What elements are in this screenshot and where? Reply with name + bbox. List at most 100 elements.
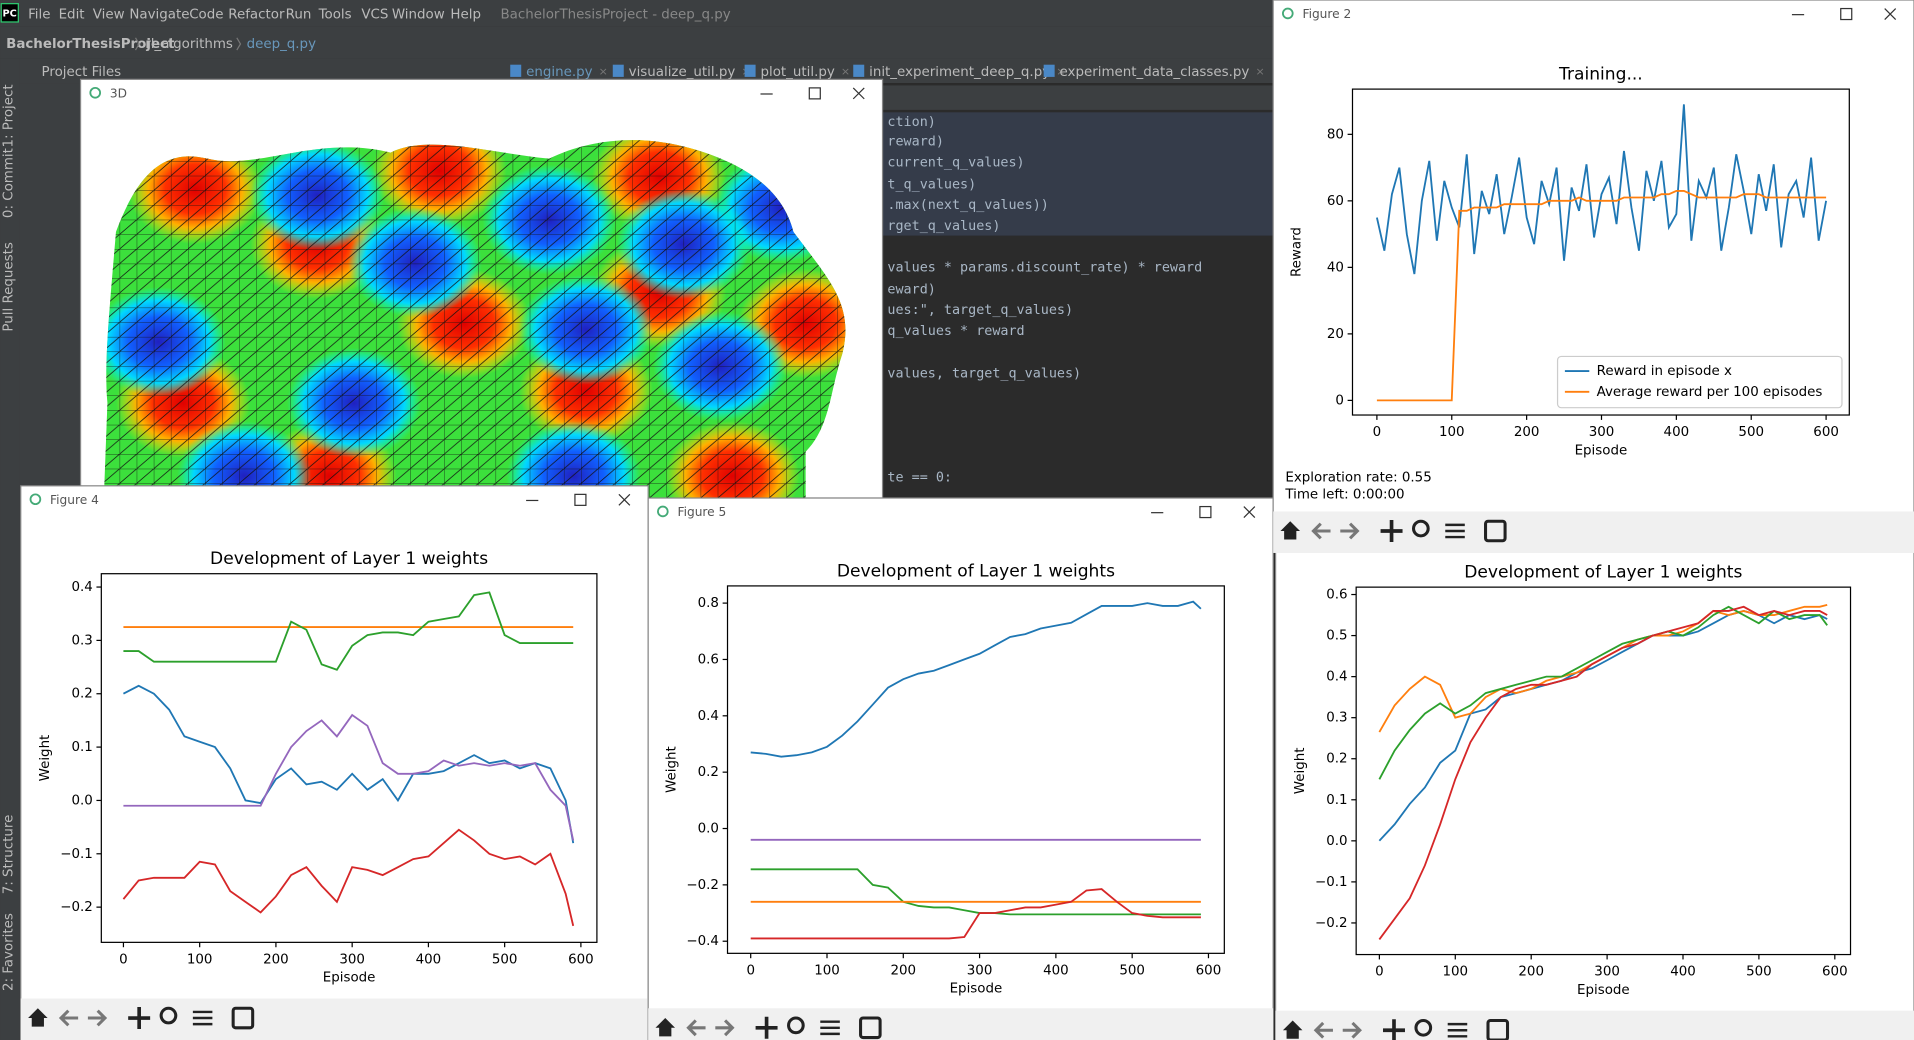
y-tick-label: 0.4 [1326, 670, 1347, 685]
tab-icon [744, 64, 756, 77]
pan-button[interactable] [755, 1016, 778, 1039]
menu-item[interactable]: Edit [59, 8, 85, 23]
forward-button[interactable] [715, 1019, 735, 1037]
back-button[interactable] [1311, 522, 1331, 540]
back-button[interactable] [686, 1019, 706, 1037]
ide-texts: File Edit View Navigate Code Refactor Run Tools… [2, 8, 1265, 991]
side-tab[interactable]: 0: Commit [2, 148, 17, 218]
close[interactable] [618, 493, 631, 506]
window-3d: 3D [79, 78, 884, 501]
home-button[interactable] [28, 1008, 48, 1027]
code-line: reward) [887, 135, 944, 150]
maximize[interactable] [574, 493, 587, 506]
x-tick-label: 100 [814, 963, 840, 978]
x-tick-label: 600 [1196, 963, 1222, 978]
windows: 3D Figure 4 Development of Layer 1 weights… [20, 0, 1914, 1040]
close[interactable] [852, 87, 865, 100]
maximize[interactable] [1840, 7, 1853, 21]
zoom-button[interactable] [1414, 1018, 1433, 1037]
menu-item[interactable]: Navigate [129, 8, 189, 23]
y-tick-label: 0.1 [71, 740, 92, 755]
save-button[interactable] [231, 1006, 255, 1030]
menu-item[interactable]: VCS [361, 8, 388, 23]
home-button[interactable] [1282, 1020, 1303, 1039]
window-title: Figure 5 [677, 505, 726, 519]
configure-button[interactable] [1447, 1022, 1468, 1038]
maximize[interactable] [1199, 505, 1212, 519]
x-axis-label: Episode [950, 982, 1003, 997]
forward-button[interactable] [1340, 522, 1360, 540]
pan-button[interactable] [1383, 1019, 1405, 1040]
y-tick-label: 0.2 [698, 765, 719, 780]
y-tick-label: 0.1 [1326, 793, 1347, 808]
zoom-button[interactable] [159, 1006, 178, 1025]
menu-item[interactable]: Run [286, 8, 312, 23]
code-line: ction) [887, 115, 935, 130]
close[interactable] [1243, 506, 1256, 518]
pan-button[interactable] [128, 1007, 151, 1030]
chart-title: Development of Layer 1 weights [1464, 562, 1742, 582]
save-button[interactable] [859, 1016, 882, 1040]
save-button[interactable] [1484, 519, 1507, 543]
mesh-lines [103, 140, 846, 501]
legend [1556, 355, 1843, 409]
exploration-rate: Exploration rate: 0.55 [1285, 470, 1431, 485]
x-tick-label: 500 [1746, 965, 1772, 980]
configure-button[interactable] [1445, 523, 1465, 539]
line-series [122, 828, 575, 927]
zoom-button[interactable] [787, 1016, 805, 1035]
breadcrumb[interactable]: BachelorThesisProject [6, 37, 175, 52]
side-tab[interactable]: 1: Project [2, 84, 17, 147]
editor-tab[interactable]: plot_util.py [760, 65, 834, 80]
figure-window: Figure 2 Training... 0 100 200 300 400 500 600 0 2… [1272, 0, 1914, 553]
x-tick-label: 100 [1442, 965, 1468, 980]
back-button[interactable] [1313, 1021, 1333, 1039]
x-axis-label: Episode [323, 971, 376, 986]
figure-window: Figure 5 Development of Layer 1 weights 0 1… [647, 497, 1274, 1040]
line-series [1376, 104, 1828, 275]
maximize[interactable] [808, 87, 821, 100]
menu-item[interactable]: Help [450, 8, 481, 23]
toolbar [1275, 1010, 1914, 1040]
y-axis-label: Weight [1293, 747, 1308, 794]
zoom-button[interactable] [1412, 519, 1430, 538]
line-series [750, 888, 1201, 940]
menu-item[interactable]: View [93, 8, 125, 23]
side-tab[interactable]: 2: Favorites [2, 913, 17, 991]
menu-item[interactable]: Code [189, 8, 223, 23]
back-button[interactable] [58, 1009, 79, 1027]
home-button[interactable] [1280, 521, 1301, 540]
x-tick-label: 500 [1738, 425, 1764, 440]
code-line: current_q_values) [887, 155, 1024, 170]
save-button[interactable] [1486, 1018, 1510, 1040]
menu-item[interactable]: File [28, 8, 50, 23]
menu-item[interactable]: Refactor [228, 8, 285, 23]
editor-tab[interactable]: init_experiment_deep_q.py [869, 65, 1050, 80]
breadcrumb[interactable]: rl_algorithms [145, 37, 233, 52]
editor-tab[interactable]: visualize_util.py [629, 65, 736, 80]
side-tab[interactable]: 7: Structure [2, 815, 17, 895]
tab-icon [612, 64, 624, 77]
editor-tab[interactable]: engine.py [526, 65, 592, 80]
forward-button[interactable] [1342, 1021, 1362, 1039]
x-tick-label: 0 [119, 952, 128, 967]
pan-button[interactable] [1380, 520, 1403, 542]
side-tab[interactable]: Pull Requests [2, 242, 17, 332]
breadcrumb[interactable]: deep_q.py [247, 37, 316, 52]
menu-item[interactable]: Window [392, 8, 445, 23]
y-tick-label: 0.0 [1326, 834, 1347, 849]
menu-item[interactable]: Tools [318, 8, 352, 23]
y-tick-label: −0.1 [1315, 875, 1348, 890]
home-button[interactable] [655, 1018, 676, 1037]
y-tick-label: 0.2 [71, 687, 92, 702]
configure-button[interactable] [820, 1020, 840, 1036]
configure-button[interactable] [192, 1010, 213, 1026]
tab-icon [510, 64, 522, 77]
tab-icon [1043, 64, 1055, 77]
close[interactable] [1884, 8, 1897, 20]
forward-button[interactable] [87, 1009, 108, 1027]
editor-tab[interactable]: experiment_data_classes.py [1060, 65, 1250, 80]
code-line: values, target_q_values) [887, 367, 1081, 382]
